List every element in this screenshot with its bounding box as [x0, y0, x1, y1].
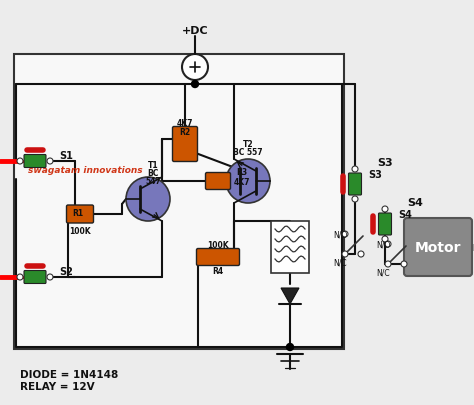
Text: N/O: N/O — [333, 230, 347, 239]
Circle shape — [401, 261, 407, 267]
Text: 4K7: 4K7 — [234, 177, 250, 186]
FancyBboxPatch shape — [206, 173, 230, 190]
FancyBboxPatch shape — [173, 127, 198, 162]
Circle shape — [352, 196, 358, 202]
FancyBboxPatch shape — [66, 205, 93, 224]
Text: R1: R1 — [73, 208, 83, 217]
Text: +DC: +DC — [182, 26, 208, 36]
Circle shape — [126, 177, 170, 222]
Text: 100K: 100K — [69, 227, 91, 236]
Text: S3: S3 — [377, 158, 392, 168]
Text: S4: S4 — [399, 209, 412, 220]
Circle shape — [182, 55, 208, 81]
Circle shape — [342, 231, 348, 237]
Circle shape — [352, 166, 358, 173]
Text: N/C: N/C — [376, 268, 390, 277]
Text: S3: S3 — [368, 170, 383, 179]
Bar — [14, 55, 344, 349]
Text: S4: S4 — [407, 198, 423, 207]
Circle shape — [226, 160, 270, 203]
Circle shape — [191, 81, 199, 88]
Circle shape — [47, 159, 53, 164]
Circle shape — [382, 207, 388, 213]
Text: N/O: N/O — [376, 240, 390, 249]
Text: Motor: Motor — [415, 241, 461, 254]
Circle shape — [17, 274, 23, 280]
Text: 4K7: 4K7 — [177, 118, 193, 127]
Circle shape — [286, 344, 293, 351]
FancyBboxPatch shape — [197, 249, 239, 266]
FancyBboxPatch shape — [404, 218, 472, 276]
Circle shape — [342, 252, 348, 257]
Text: 547: 547 — [145, 176, 161, 185]
Polygon shape — [281, 288, 299, 304]
Circle shape — [382, 237, 388, 243]
Circle shape — [358, 252, 364, 257]
Circle shape — [385, 241, 391, 247]
Text: T2: T2 — [243, 139, 253, 148]
Text: BC: BC — [147, 168, 159, 177]
Circle shape — [17, 159, 23, 164]
Bar — [271, 222, 309, 273]
FancyBboxPatch shape — [379, 213, 392, 235]
Text: N/C: N/C — [333, 258, 346, 267]
Text: 100K: 100K — [207, 240, 229, 249]
Text: R4: R4 — [212, 266, 224, 275]
Text: T1: T1 — [148, 160, 158, 169]
Text: DIODE = 1N4148
RELAY = 12V: DIODE = 1N4148 RELAY = 12V — [20, 369, 118, 391]
Text: S2: S2 — [59, 266, 73, 276]
Text: swagatam innovations: swagatam innovations — [28, 165, 143, 174]
Text: R2: R2 — [180, 127, 191, 136]
Text: R3: R3 — [237, 167, 247, 176]
FancyBboxPatch shape — [24, 271, 46, 284]
FancyBboxPatch shape — [24, 155, 46, 168]
Text: S1: S1 — [59, 151, 73, 161]
FancyBboxPatch shape — [348, 174, 362, 196]
Circle shape — [385, 261, 391, 267]
Text: BC 557: BC 557 — [233, 147, 263, 156]
Circle shape — [47, 274, 53, 280]
